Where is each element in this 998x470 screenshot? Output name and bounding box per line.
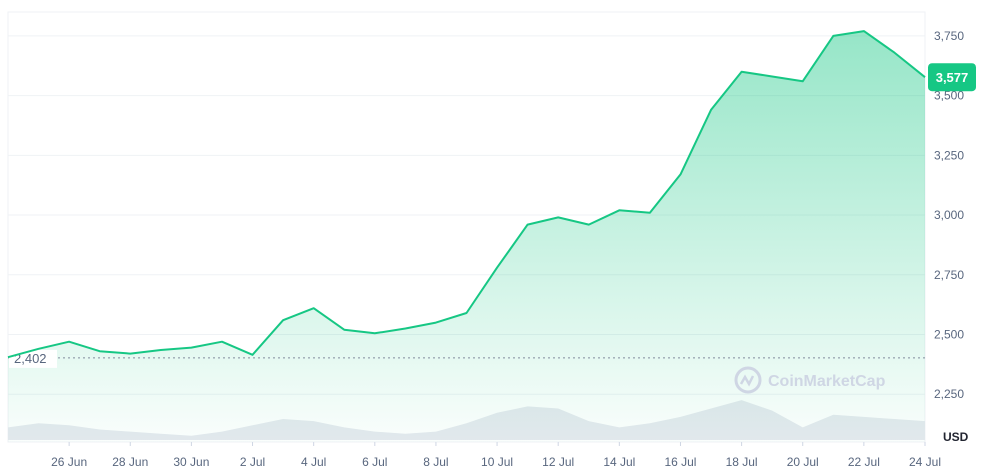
- y-tick-label: 3,250: [934, 148, 964, 162]
- axis-labels: 2,250 2,500 2,750 3,000 3,250 3,500 3,750 26 Ju…: [51, 29, 964, 469]
- current-price-badge: 3,577: [928, 63, 976, 92]
- unit-label: USD: [943, 430, 969, 444]
- x-tick-label: 20 Jul: [787, 455, 819, 469]
- x-tick-label: 14 Jul: [603, 455, 635, 469]
- current-price-value: 3,577: [936, 70, 969, 85]
- coinmarketcap-logo-icon: [734, 366, 762, 394]
- x-tick-label: 30 Jun: [173, 455, 209, 469]
- x-tick-label: 4 Jul: [301, 455, 326, 469]
- y-tick-label: 3,000: [934, 208, 964, 222]
- current-price-badge-bg: [928, 63, 976, 92]
- y-tick-label: 3,500: [934, 89, 964, 103]
- y-tick-label: 2,250: [934, 387, 964, 401]
- y-tick-label: 2,750: [934, 268, 964, 282]
- x-tick-label: 24 Jul: [909, 455, 941, 469]
- y-tick-label: 3,750: [934, 29, 964, 43]
- watermark-text: CoinMarketCap: [768, 373, 886, 390]
- x-tick-label: 18 Jul: [726, 455, 758, 469]
- x-tick-label: 8 Jul: [423, 455, 448, 469]
- reference-value-label: 2,402: [14, 351, 47, 366]
- price-line: [7, 30, 926, 359]
- y-tick-label: 2,500: [934, 328, 964, 342]
- price-area-fill: [8, 31, 925, 442]
- x-tick-label: 10 Jul: [481, 455, 513, 469]
- x-tick-label: 6 Jul: [362, 455, 387, 469]
- x-tick-label: 2 Jul: [240, 455, 265, 469]
- watermark: CoinMarketCap: [734, 366, 886, 394]
- x-tick-label: 16 Jul: [664, 455, 696, 469]
- x-tick-label: 12 Jul: [542, 455, 574, 469]
- x-tick-label: 28 Jun: [112, 455, 148, 469]
- x-tick-label: 22 Jul: [848, 455, 880, 469]
- x-tick-label: 26 Jun: [51, 455, 87, 469]
- price-line-group: [7, 30, 926, 359]
- price-area: [8, 31, 925, 442]
